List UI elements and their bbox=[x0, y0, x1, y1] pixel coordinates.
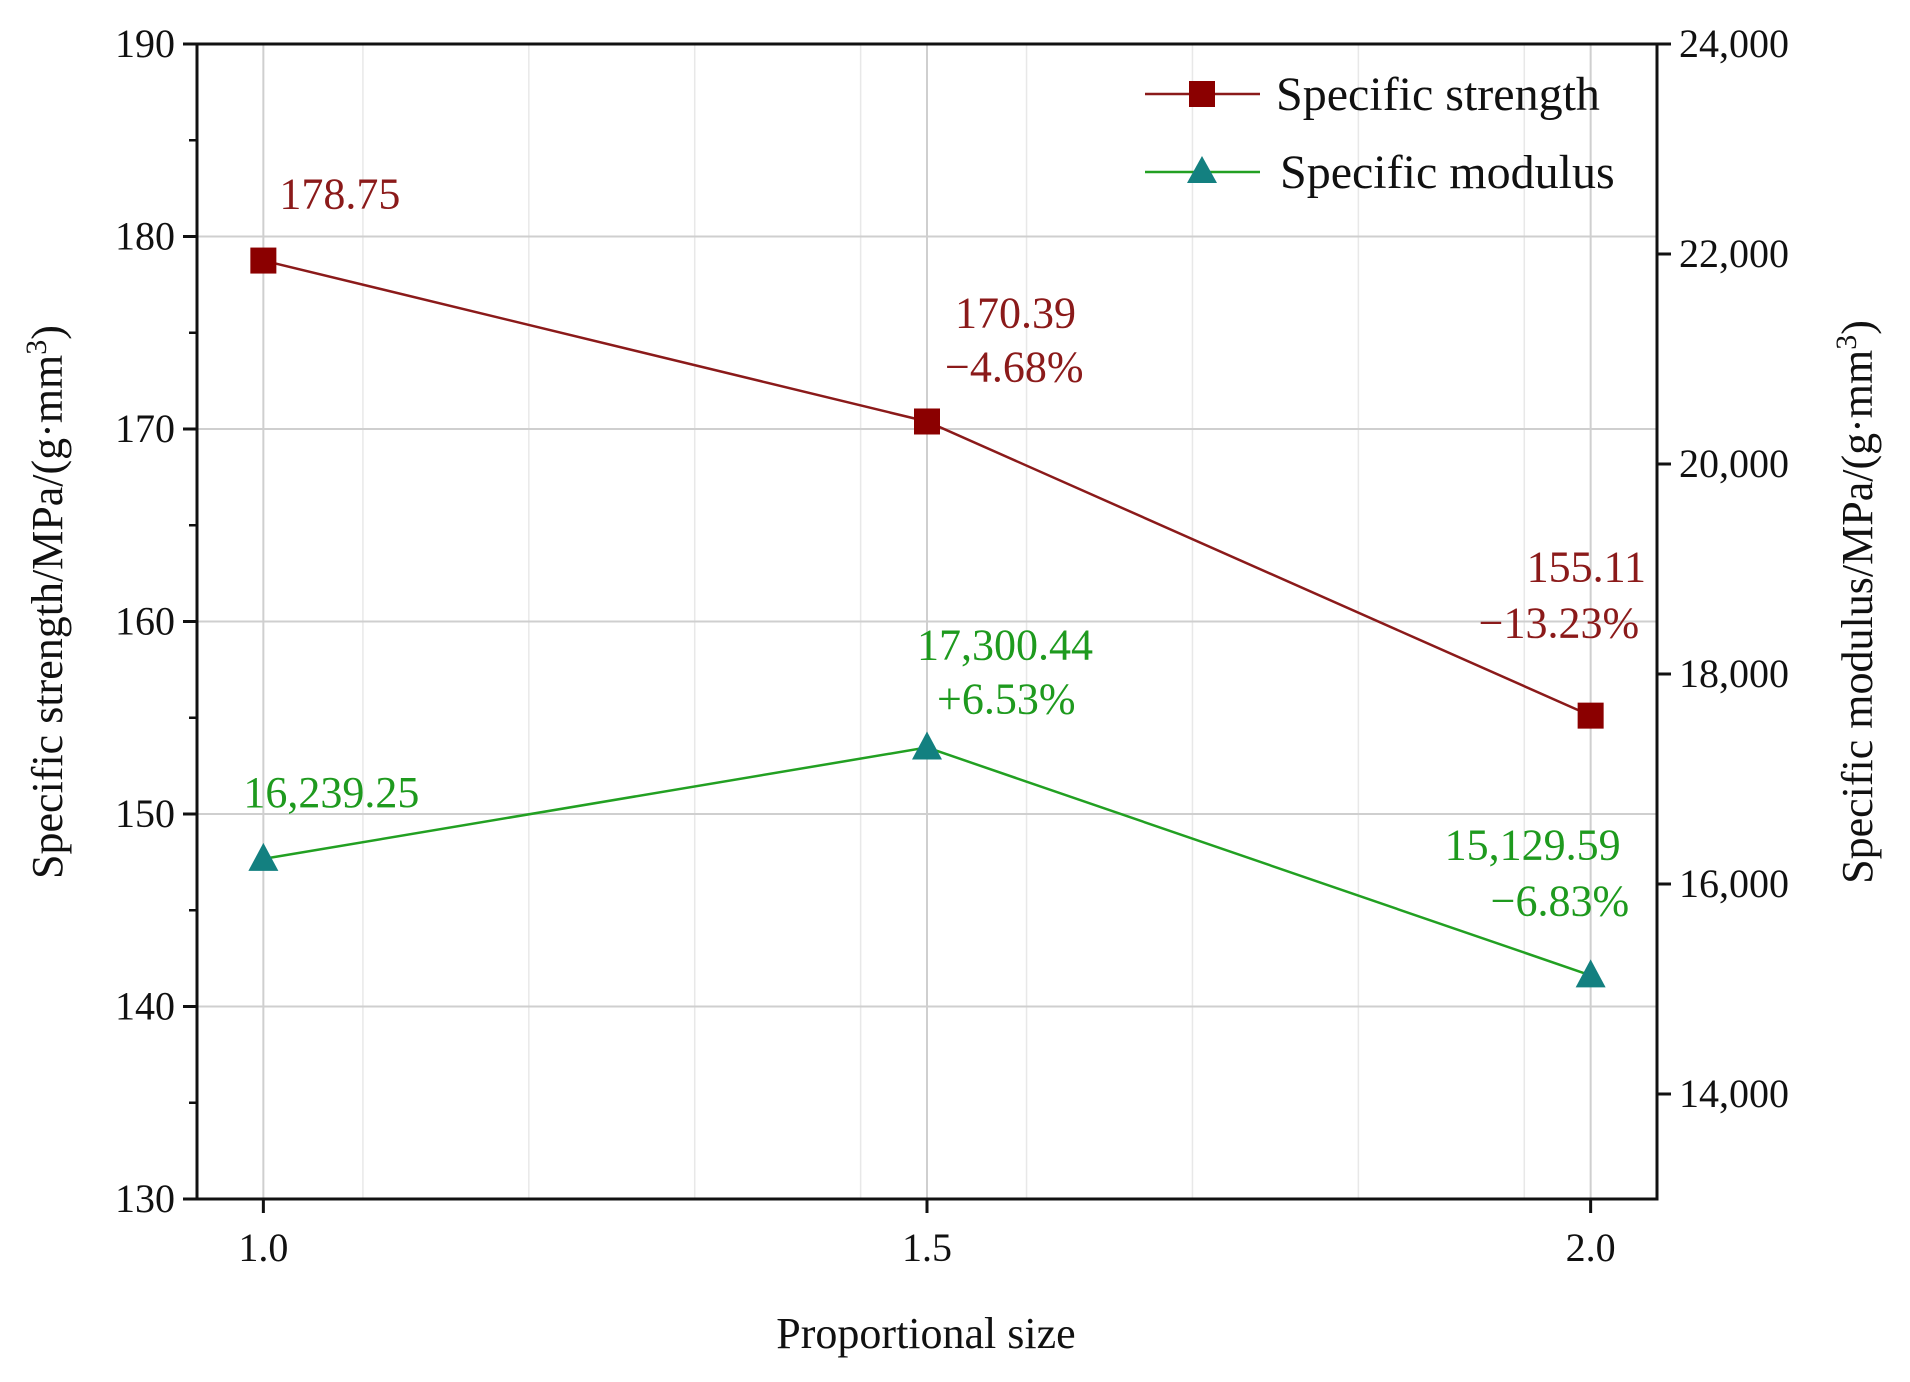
y-left-axis-title: Specific strength/MPa/(g·mm3) bbox=[20, 325, 73, 879]
data-label: 16,239.25 bbox=[243, 768, 419, 817]
legend-marker-square bbox=[1189, 81, 1215, 107]
data-point-triangle-specific-modulus bbox=[248, 842, 279, 871]
y-right-tick-label: 14,000 bbox=[1679, 1071, 1789, 1116]
y-right-axis-title: Specific modulus/MPa/(g·mm3) bbox=[1830, 320, 1883, 884]
y-left-title-superscript: 3 bbox=[20, 340, 53, 355]
legend: Specific strength Specific modulus bbox=[1145, 68, 1615, 199]
x-axis-title: Proportional size bbox=[776, 1309, 1075, 1358]
y-right-title-end: ) bbox=[1833, 320, 1882, 335]
data-label: −13.23% bbox=[1479, 599, 1639, 648]
legend-label-specific-modulus: Specific modulus bbox=[1280, 146, 1615, 199]
y-right-tick-label: 18,000 bbox=[1679, 651, 1789, 696]
y-left-tick-label: 190 bbox=[115, 21, 175, 66]
x-tick-label: 1.5 bbox=[902, 1225, 952, 1270]
y-right-tick-label: 20,000 bbox=[1679, 441, 1789, 486]
y-left-tick-label: 180 bbox=[115, 214, 175, 259]
data-label: −4.68% bbox=[945, 342, 1083, 391]
data-point-square-specific-strength bbox=[1577, 702, 1604, 729]
series-layer bbox=[248, 247, 1606, 988]
y-left-tick-label: 140 bbox=[115, 984, 175, 1029]
y-left-tick-label: 150 bbox=[115, 791, 175, 836]
data-label: 15,129.59 bbox=[1445, 820, 1621, 869]
data-point-triangle-specific-modulus bbox=[912, 731, 942, 760]
data-label: +6.53% bbox=[937, 674, 1075, 723]
data-label: −6.83% bbox=[1491, 876, 1629, 925]
y-left-tick-label: 170 bbox=[115, 406, 175, 451]
y-left-title-end: ) bbox=[23, 325, 72, 340]
data-label: 178.75 bbox=[279, 170, 400, 219]
x-tick-label: 2.0 bbox=[1566, 1225, 1616, 1270]
y-right-tick-label: 22,000 bbox=[1679, 231, 1789, 276]
data-point-square-specific-strength bbox=[250, 247, 277, 274]
data-labels-layer: 178.75 170.39 −4.68% 155.11 −13.23% 16,239.25… bbox=[243, 170, 1646, 926]
axes-layer: 130 140 150 160 170 180 190 14,000 16,000 18,000 2… bbox=[115, 21, 1789, 1270]
x-tick-label: 1.0 bbox=[238, 1225, 288, 1270]
data-label: 170.39 bbox=[955, 288, 1076, 337]
legend-marker-triangle bbox=[1187, 156, 1217, 183]
y-left-tick-label: 160 bbox=[115, 599, 175, 644]
y-right-tick-label: 24,000 bbox=[1679, 21, 1789, 66]
y-right-title-main: Specific modulus/MPa/(g·mm bbox=[1833, 350, 1882, 884]
grid-layer bbox=[197, 44, 1657, 1199]
y-right-tick-label: 16,000 bbox=[1679, 861, 1789, 906]
y-right-title-superscript: 3 bbox=[1830, 335, 1863, 350]
data-label: 17,300.44 bbox=[917, 620, 1093, 669]
legend-label-specific-strength: Specific strength bbox=[1276, 68, 1600, 121]
data-label: 155.11 bbox=[1527, 543, 1646, 592]
data-point-triangle-specific-modulus bbox=[1575, 959, 1606, 988]
y-left-tick-label: 130 bbox=[115, 1176, 175, 1221]
data-point-square-specific-strength bbox=[914, 408, 940, 435]
y-left-title-main: Specific strength/MPa/(g·mm bbox=[23, 355, 72, 879]
